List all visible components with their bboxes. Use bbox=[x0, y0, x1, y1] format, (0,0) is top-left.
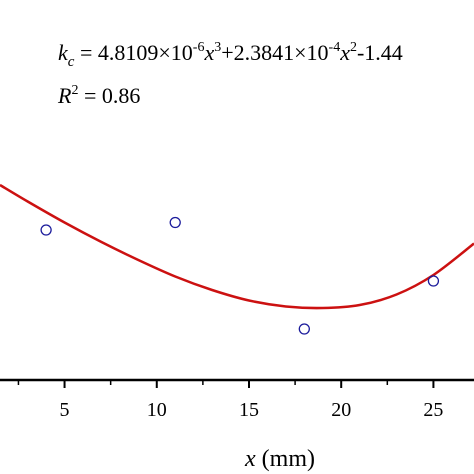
x-axis-title: x (mm) bbox=[244, 446, 315, 472]
data-points-layer bbox=[40, 216, 440, 335]
r-squared-label: R2 = 0.86 bbox=[57, 83, 140, 108]
data-point bbox=[169, 216, 181, 229]
data-point bbox=[298, 323, 310, 335]
x-tick-label: 15 bbox=[239, 399, 259, 421]
x-tick-label: 10 bbox=[147, 399, 167, 421]
x-ticks-layer: 5 10 15 20 25 bbox=[17, 380, 443, 421]
data-point bbox=[427, 275, 440, 287]
fit-curve-layer bbox=[0, 183, 474, 310]
x-tick-label: 5 bbox=[60, 399, 70, 421]
x-tick-label: 25 bbox=[423, 399, 443, 421]
data-point bbox=[40, 224, 52, 236]
x-tick-label: 20 bbox=[331, 399, 351, 421]
fit-curve bbox=[0, 183, 474, 310]
fit-equation: kc = 4.8109×10-6x3+2.3841×10-4x2-1.44 bbox=[58, 40, 403, 70]
